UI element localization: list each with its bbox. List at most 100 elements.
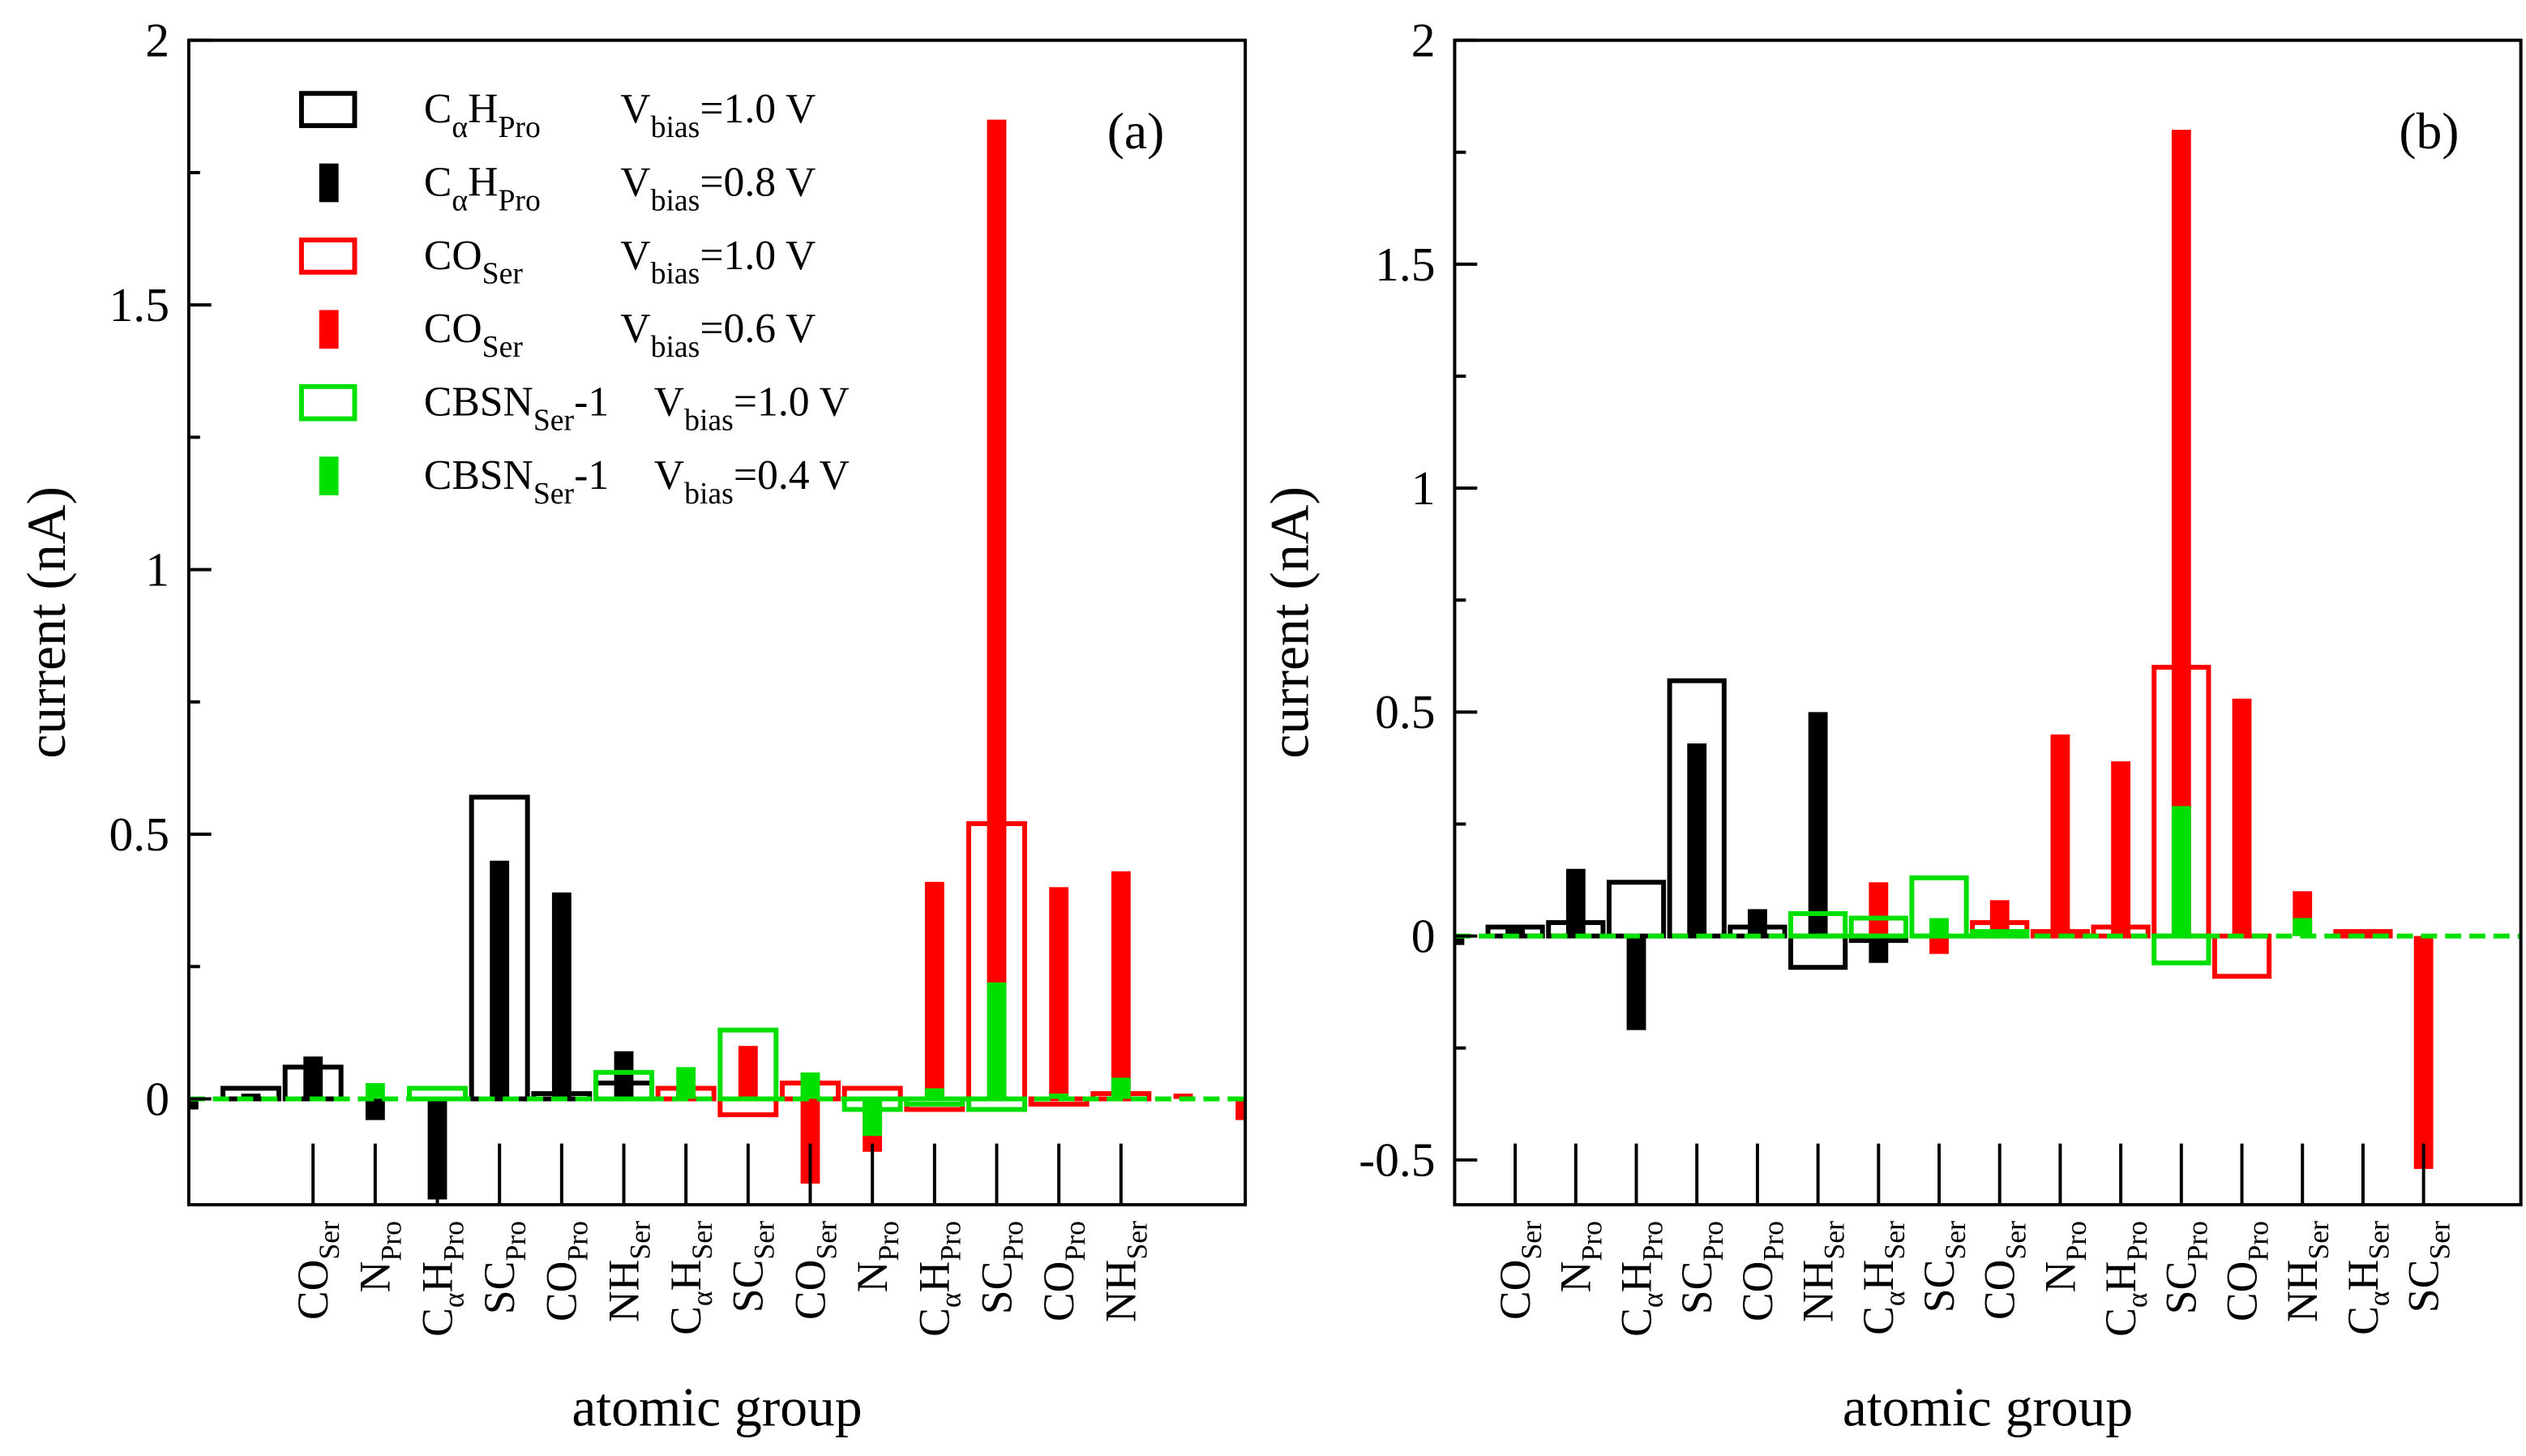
x-tick-label: COPro <box>537 1221 594 1321</box>
subscript: Pro <box>2241 1221 2274 1261</box>
y-axis-label: current (nA) <box>1260 486 1321 759</box>
bar <box>1505 927 1526 936</box>
plot-area <box>1454 130 2521 1169</box>
bar <box>1454 936 1465 945</box>
plot-frame <box>186 38 1248 1207</box>
bar <box>1687 743 1707 936</box>
y-tick-label: 1 <box>145 542 169 596</box>
text-part: =0.6 V <box>700 306 816 352</box>
text-part: =0.4 V <box>734 452 850 499</box>
bar <box>490 860 510 1099</box>
text-part: -1 <box>574 452 609 499</box>
subscript: α <box>2121 1292 2153 1308</box>
subscript: Ser <box>810 1221 842 1260</box>
subscript: Pro <box>498 110 540 144</box>
subscript: Pro <box>499 1221 532 1261</box>
subscript: Ser <box>1121 1221 1154 1260</box>
legend-label: Vbias=1.0 V <box>620 86 816 144</box>
legend-swatch <box>298 238 357 275</box>
subscript: Ser <box>533 403 575 437</box>
x-tick-label: SCPro <box>972 1221 1029 1314</box>
bar <box>2171 130 2191 936</box>
bar <box>987 982 1007 1099</box>
bar <box>2232 698 2252 936</box>
bar-outline <box>469 794 530 1102</box>
bar <box>1049 887 1069 1099</box>
bar <box>551 892 572 1099</box>
text-part: H <box>910 1261 959 1293</box>
legend-label: CBSNSer-1 <box>424 452 609 511</box>
bar-outline <box>1788 933 1848 970</box>
y-tick-label: 0 <box>145 1072 169 1125</box>
x-tick-label: CαHPro <box>413 1221 469 1337</box>
plot-area <box>188 119 1246 1200</box>
x-tick-label: CαHSer <box>661 1221 718 1335</box>
text-part: -1 <box>574 379 609 426</box>
legend-label: Vbias=0.8 V <box>620 159 816 217</box>
subscript: Pro <box>1757 1221 1790 1261</box>
subscript: Pro <box>1697 1221 1729 1261</box>
bar <box>1929 936 1949 954</box>
bar <box>614 1051 634 1099</box>
text-part: H <box>2096 1261 2145 1293</box>
x-tick-label: NPro <box>848 1221 905 1292</box>
subscript: Pro <box>996 1221 1029 1261</box>
y-tick-label: 0.5 <box>109 807 170 861</box>
x-tick-label: COPro <box>2217 1221 2274 1321</box>
text-part: C <box>424 159 452 205</box>
x-tick-label: COPro <box>1034 1221 1091 1321</box>
bar <box>303 1056 323 1099</box>
text-part: SC <box>2157 1261 2206 1315</box>
bar <box>863 1098 883 1137</box>
subscript: Ser <box>1878 1221 1911 1260</box>
text-part: NH <box>1097 1260 1145 1322</box>
plot-frame <box>1453 38 2523 1207</box>
legend-swatch <box>298 383 357 422</box>
subscript: Ser <box>748 1221 781 1260</box>
legend-label: Vbias=0.4 V <box>654 452 850 511</box>
y-tick-label: 1.5 <box>109 278 170 332</box>
legend-swatch <box>319 310 339 349</box>
subscript: Pro <box>1636 1221 1668 1261</box>
text-part: CO <box>1034 1261 1083 1322</box>
panel: 00.511.52COSerNProCαHProSCProCOProNHSerC… <box>16 14 1248 1437</box>
text-part: =0.8 V <box>700 159 816 205</box>
legend-label: COSer <box>424 233 523 291</box>
bar <box>1111 1077 1131 1099</box>
legend-swatch <box>319 163 339 203</box>
text-part: V <box>654 452 684 499</box>
bar <box>1869 936 1889 963</box>
bar-outline <box>2211 933 2272 979</box>
bar <box>987 119 1007 1099</box>
subscript: Pro <box>2181 1221 2214 1261</box>
x-tick-label: SCPro <box>475 1221 532 1314</box>
bar <box>1869 882 1889 936</box>
x-tick-label: CαHSer <box>1854 1221 1911 1335</box>
text-part: N <box>2036 1261 2084 1293</box>
y-tick-label: -0.5 <box>1359 1133 1435 1187</box>
bar <box>1235 1098 1246 1120</box>
x-tick-label: NPro <box>1552 1221 1608 1292</box>
text-part: CO <box>1733 1261 1782 1322</box>
x-tick-label: NPro <box>351 1221 408 1292</box>
bar <box>800 1072 820 1099</box>
x-tick-label: SCPro <box>2157 1221 2214 1314</box>
subscript: bias <box>651 257 700 291</box>
bar <box>1626 936 1646 1030</box>
bar-outline <box>1606 880 1667 939</box>
legend-swatch <box>319 456 339 495</box>
text-part: NH <box>2278 1260 2327 1322</box>
bar <box>2293 918 2313 936</box>
bar <box>800 1098 820 1184</box>
bar <box>1111 871 1131 1099</box>
subscript: Ser <box>2000 1221 2032 1260</box>
text-part: SC <box>972 1261 1021 1315</box>
legend-label: Vbias=1.0 V <box>620 233 816 291</box>
subscript: α <box>437 1292 469 1308</box>
text-part: H <box>468 159 498 205</box>
text-part: C <box>910 1308 959 1337</box>
y-tick-label: 2 <box>145 14 169 67</box>
text-part: H <box>1854 1260 1903 1291</box>
x-tick-label: NHSer <box>2278 1221 2335 1322</box>
